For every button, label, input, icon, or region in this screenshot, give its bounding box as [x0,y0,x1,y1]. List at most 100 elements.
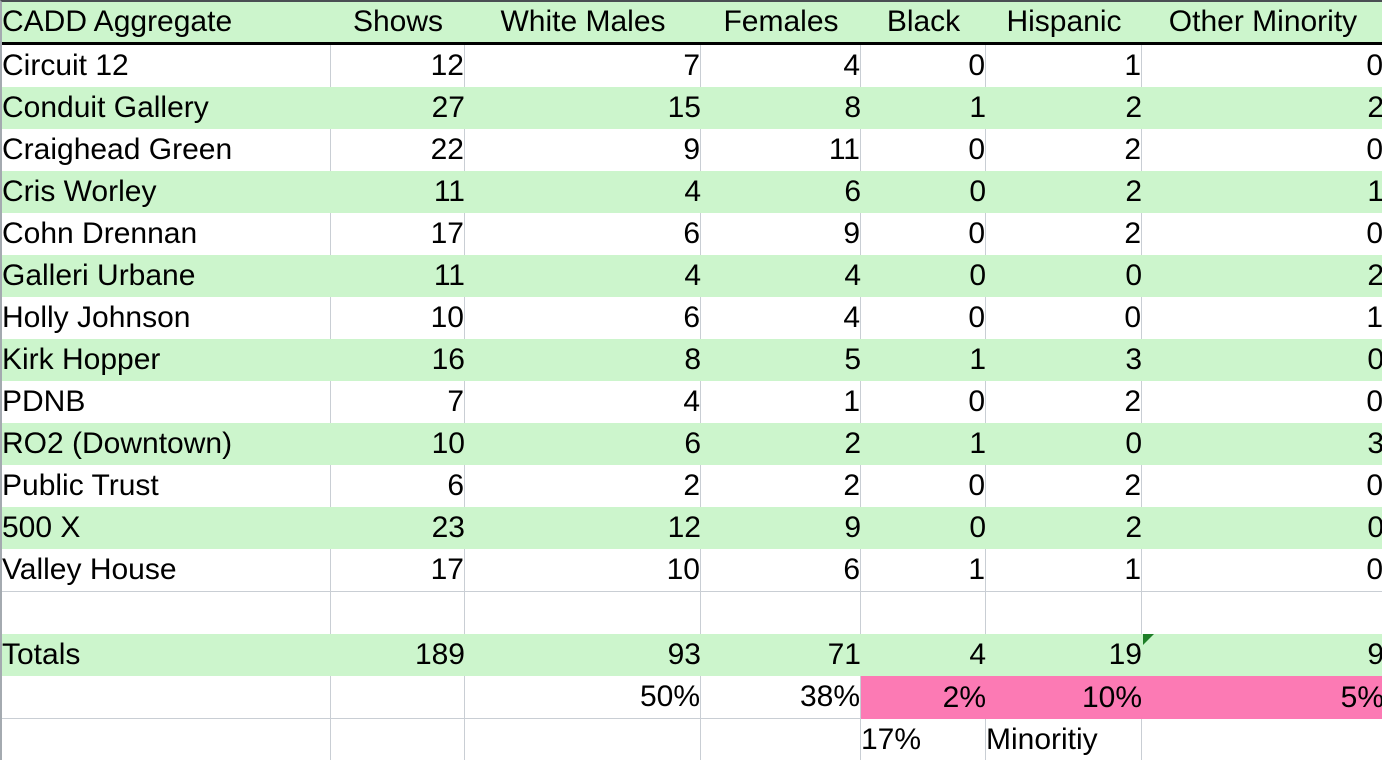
cell[interactable] [1142,592,1382,634]
cell[interactable]: 4 [701,45,861,87]
cell[interactable]: 0 [1142,507,1382,549]
cell[interactable]: 2 [465,465,701,507]
header-cell[interactable]: Females [701,2,861,45]
cell[interactable]: 2 [986,465,1142,507]
cell[interactable] [331,676,465,719]
cell[interactable]: 0 [861,213,986,255]
cell[interactable]: Holly Johnson [2,297,331,339]
cell[interactable]: Minoritiy [986,719,1142,760]
cell[interactable]: 2 [986,381,1142,423]
cell[interactable]: 6 [331,465,465,507]
cell[interactable]: 9 [465,129,701,171]
header-cell[interactable]: Other Minority [1142,2,1382,45]
cell[interactable]: 50% [465,676,701,719]
cell[interactable]: 1 [1142,171,1382,213]
cell[interactable] [331,592,465,634]
cell[interactable]: 4 [701,255,861,297]
cell[interactable]: 11 [331,171,465,213]
cell[interactable]: 6 [465,297,701,339]
cell[interactable] [1142,719,1382,760]
cell[interactable]: 2 [701,465,861,507]
cell[interactable]: 7 [331,381,465,423]
header-cell[interactable]: Black [861,2,986,45]
cell[interactable]: 12 [331,45,465,87]
cell[interactable]: 0 [986,297,1142,339]
cell[interactable] [2,592,331,634]
cell[interactable]: 1 [1142,297,1382,339]
cell[interactable]: 3 [986,339,1142,381]
cell[interactable]: 4 [701,297,861,339]
cell[interactable]: 2 [1142,255,1382,297]
cell[interactable]: 4 [861,634,986,676]
cell[interactable]: 9 [701,507,861,549]
cell[interactable]: 0 [986,423,1142,465]
cell[interactable]: 7 [465,45,701,87]
cell[interactable]: 1 [861,339,986,381]
cell[interactable]: 0 [1142,45,1382,87]
cell[interactable]: 0 [1142,549,1382,592]
cell[interactable]: 2 [1142,87,1382,129]
cell[interactable]: 2 [986,213,1142,255]
cell[interactable]: 9 [701,213,861,255]
cell[interactable]: 0 [861,45,986,87]
cell[interactable]: 19 [986,634,1142,676]
cell[interactable]: 0 [861,381,986,423]
cell[interactable]: 71 [701,634,861,676]
cell[interactable] [2,719,331,760]
cell[interactable]: 0 [1142,213,1382,255]
cell[interactable]: 0 [861,465,986,507]
cell[interactable]: 6 [465,423,701,465]
cell[interactable]: 2 [986,507,1142,549]
cell[interactable] [331,719,465,760]
cell[interactable]: 0 [1142,339,1382,381]
header-cell[interactable]: Shows [331,2,465,45]
cell[interactable]: 17 [331,213,465,255]
cell[interactable]: 22 [331,129,465,171]
cell[interactable]: 6 [465,213,701,255]
header-cell[interactable]: Hispanic [986,2,1142,45]
cell[interactable]: 0 [1142,465,1382,507]
cell[interactable]: 0 [861,507,986,549]
cell[interactable]: 0 [861,297,986,339]
cell[interactable]: PDNB [2,381,331,423]
cell[interactable]: Cohn Drennan [2,213,331,255]
cell[interactable]: 5% [1142,676,1382,719]
cell[interactable]: 8 [701,87,861,129]
cell[interactable]: Cris Worley [2,171,331,213]
cell[interactable]: 0 [861,129,986,171]
cell[interactable]: 8 [465,339,701,381]
cell[interactable]: 15 [465,87,701,129]
cell[interactable]: Valley House [2,549,331,592]
cell[interactable]: 38% [701,676,861,719]
cell[interactable]: Craighead Green [2,129,331,171]
cell[interactable]: 1 [861,549,986,592]
cell[interactable]: 0 [1142,129,1382,171]
cell[interactable]: 0 [861,255,986,297]
cell[interactable]: 93 [465,634,701,676]
cell[interactable]: 16 [331,339,465,381]
cell[interactable] [465,719,701,760]
cell[interactable]: 10 [465,549,701,592]
cell[interactable]: 11 [331,255,465,297]
cell[interactable]: Conduit Gallery [2,87,331,129]
cell[interactable]: 17 [331,549,465,592]
cell[interactable]: 0 [1142,381,1382,423]
cell[interactable] [2,676,331,719]
cell[interactable]: 3 [1142,423,1382,465]
cell[interactable]: 10 [331,423,465,465]
cell[interactable]: 1 [861,87,986,129]
cell[interactable]: 2% [861,676,986,719]
cell[interactable]: Public Trust [2,465,331,507]
header-cell[interactable]: White Males [465,2,701,45]
cell[interactable]: RO2 (Downtown) [2,423,331,465]
cell[interactable]: 500 X [2,507,331,549]
cell[interactable]: Circuit 12 [2,45,331,87]
header-cell[interactable]: CADD Aggregate [2,2,331,45]
cell[interactable]: 2 [986,129,1142,171]
cell[interactable]: 6 [701,549,861,592]
cell[interactable]: 2 [986,87,1142,129]
cell[interactable]: Totals [2,634,331,676]
cell[interactable] [465,592,701,634]
cell[interactable] [861,592,986,634]
cell[interactable] [986,592,1142,634]
